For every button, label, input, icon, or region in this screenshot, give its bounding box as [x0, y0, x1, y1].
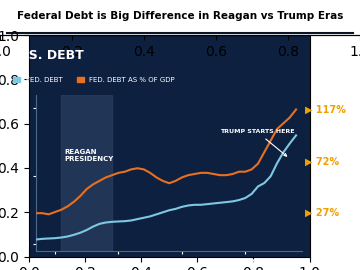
Text: TRUMP STARTS HERE: TRUMP STARTS HERE [220, 129, 294, 156]
Text: SOURCE: DAVID STOCKMAN: SOURCE: DAVID STOCKMAN [346, 139, 351, 207]
Text: ▶ 27%: ▶ 27% [305, 208, 339, 218]
Text: Federal Debt is Big Difference in Reagan vs Trump Eras: Federal Debt is Big Difference in Reagan… [17, 11, 343, 21]
Bar [61, 94, 112, 251]
Text: ▶ 117%: ▶ 117% [305, 104, 346, 114]
Text: REAGAN
PRESIDENCY: REAGAN PRESIDENCY [64, 149, 114, 162]
Legend: FED. DEBT, FED. DEBT AS % OF GDP: FED. DEBT, FED. DEBT AS % OF GDP [11, 74, 177, 86]
Text: U.S. DEBT: U.S. DEBT [14, 49, 84, 62]
Text: ▶ 72%: ▶ 72% [305, 156, 339, 166]
